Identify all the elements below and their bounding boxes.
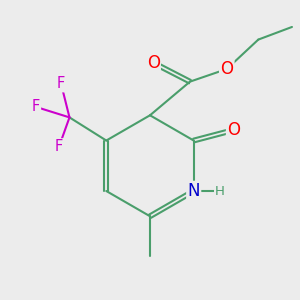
Text: F: F xyxy=(32,99,40,114)
Text: F: F xyxy=(57,76,65,91)
Text: O: O xyxy=(220,60,233,78)
Text: O: O xyxy=(147,54,160,72)
Text: O: O xyxy=(227,121,240,139)
Text: F: F xyxy=(55,139,63,154)
Text: N: N xyxy=(188,182,200,200)
Text: H: H xyxy=(215,184,225,197)
